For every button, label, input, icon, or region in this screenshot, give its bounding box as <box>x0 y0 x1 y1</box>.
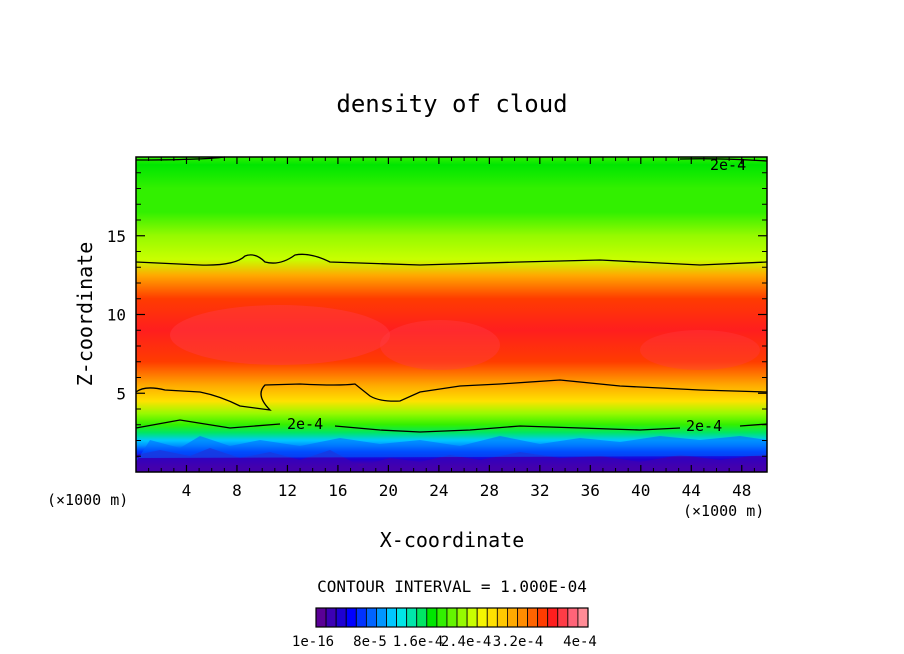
colorbar-swatch <box>507 607 518 628</box>
colorbar-swatch <box>496 607 508 628</box>
contour-label: 2e-4 <box>287 415 323 433</box>
contour-line <box>135 253 768 266</box>
y-axis-ticks: 5 10 15 <box>107 172 767 457</box>
colorbar-swatch <box>396 607 408 628</box>
x-tick-label: 24 <box>429 481 448 500</box>
colorbar-frame <box>315 607 589 628</box>
x-tick-label: 36 <box>581 481 600 500</box>
colorbar-labels: 1e-16 8e-5 1.6e-42.4e-4 3.2e-4 4e-4 <box>292 634 597 650</box>
y-axis-label: Z-coordinate <box>73 242 97 387</box>
colorbar-tick-label: 8e-5 <box>353 634 387 650</box>
colorbar-swatch <box>577 607 589 628</box>
y-tick-label: 15 <box>107 227 126 246</box>
colorbar-swatch <box>335 607 347 628</box>
colorbar-tick-label: 4e-4 <box>563 634 597 650</box>
x-unit-label-right: (×1000 m) <box>683 502 764 520</box>
colorbar-tick-label: 1.6e-4 <box>393 634 444 650</box>
low-density-noise <box>136 436 767 462</box>
x-tick-label: 28 <box>480 481 499 500</box>
low-density-noise <box>136 448 767 472</box>
colorbar-swatch <box>476 607 488 628</box>
colorbar-swatch <box>486 607 498 628</box>
contour-line <box>135 379 768 411</box>
colorbar-swatch <box>355 607 367 628</box>
y-tick-label: 5 <box>116 384 126 403</box>
colorbar-swatch <box>325 607 337 628</box>
colorbar-swatch <box>376 607 387 628</box>
x-tick-label: 32 <box>530 481 549 500</box>
x-tick-label: 8 <box>232 481 242 500</box>
colorbar-swatch <box>456 607 468 628</box>
colorbar-swatch <box>365 607 377 628</box>
x-unit-label-left: (×1000 m) <box>47 491 128 509</box>
x-tick-label: 48 <box>732 481 751 500</box>
contour-interval-label: CONTOUR INTERVAL = 1.000E-04 <box>317 577 587 596</box>
x-tick-label: 44 <box>682 481 701 500</box>
x-tick-label: 16 <box>328 481 347 500</box>
y-tick-label: 10 <box>107 306 126 325</box>
colorbar-swatch <box>537 607 549 628</box>
colorbar-swatch <box>466 607 478 628</box>
x-tick-label: 40 <box>631 481 650 500</box>
colorbar-tick-label: 3.2e-4 <box>493 634 544 650</box>
contour-label: 2e-4 <box>686 417 722 435</box>
colorbar-swatch <box>406 607 418 628</box>
colorbar-swatch <box>426 607 438 628</box>
contour-label: 2e-4 <box>710 156 746 174</box>
core-max-region <box>170 305 390 365</box>
colorbar-tick-label: 2.4e-4 <box>441 634 492 650</box>
colorbar-swatch <box>345 607 357 628</box>
chart-title: density of cloud <box>336 90 567 118</box>
colorbar-swatch <box>547 607 559 628</box>
colorbar-swatch <box>527 607 539 628</box>
x-tick-label: 12 <box>278 481 297 500</box>
colorbar-swatch <box>517 607 528 628</box>
colorbar-swatch <box>446 607 458 628</box>
colorbar-swatch <box>416 607 428 628</box>
colorbar-swatch <box>436 607 448 628</box>
plot-area: 2e-4 2e-4 2e-4 <box>135 156 768 473</box>
colorbar <box>315 607 589 628</box>
x-axis-ticks: 4 8 12 16 20 24 28 32 36 40 44 48 <box>148 157 755 500</box>
core-max-region <box>640 330 760 370</box>
field-fill <box>136 157 767 472</box>
core-max-region <box>380 320 500 370</box>
x-axis-label: X-coordinate <box>380 528 525 552</box>
x-tick-label: 4 <box>182 481 192 500</box>
colorbar-swatch <box>386 607 397 628</box>
colorbar-swatch <box>567 607 579 628</box>
x-tick-label: 20 <box>379 481 398 500</box>
colorbar-tick-label: 1e-16 <box>292 634 334 650</box>
colorbar-swatch <box>557 607 569 628</box>
colorbar-swatch <box>315 607 327 628</box>
